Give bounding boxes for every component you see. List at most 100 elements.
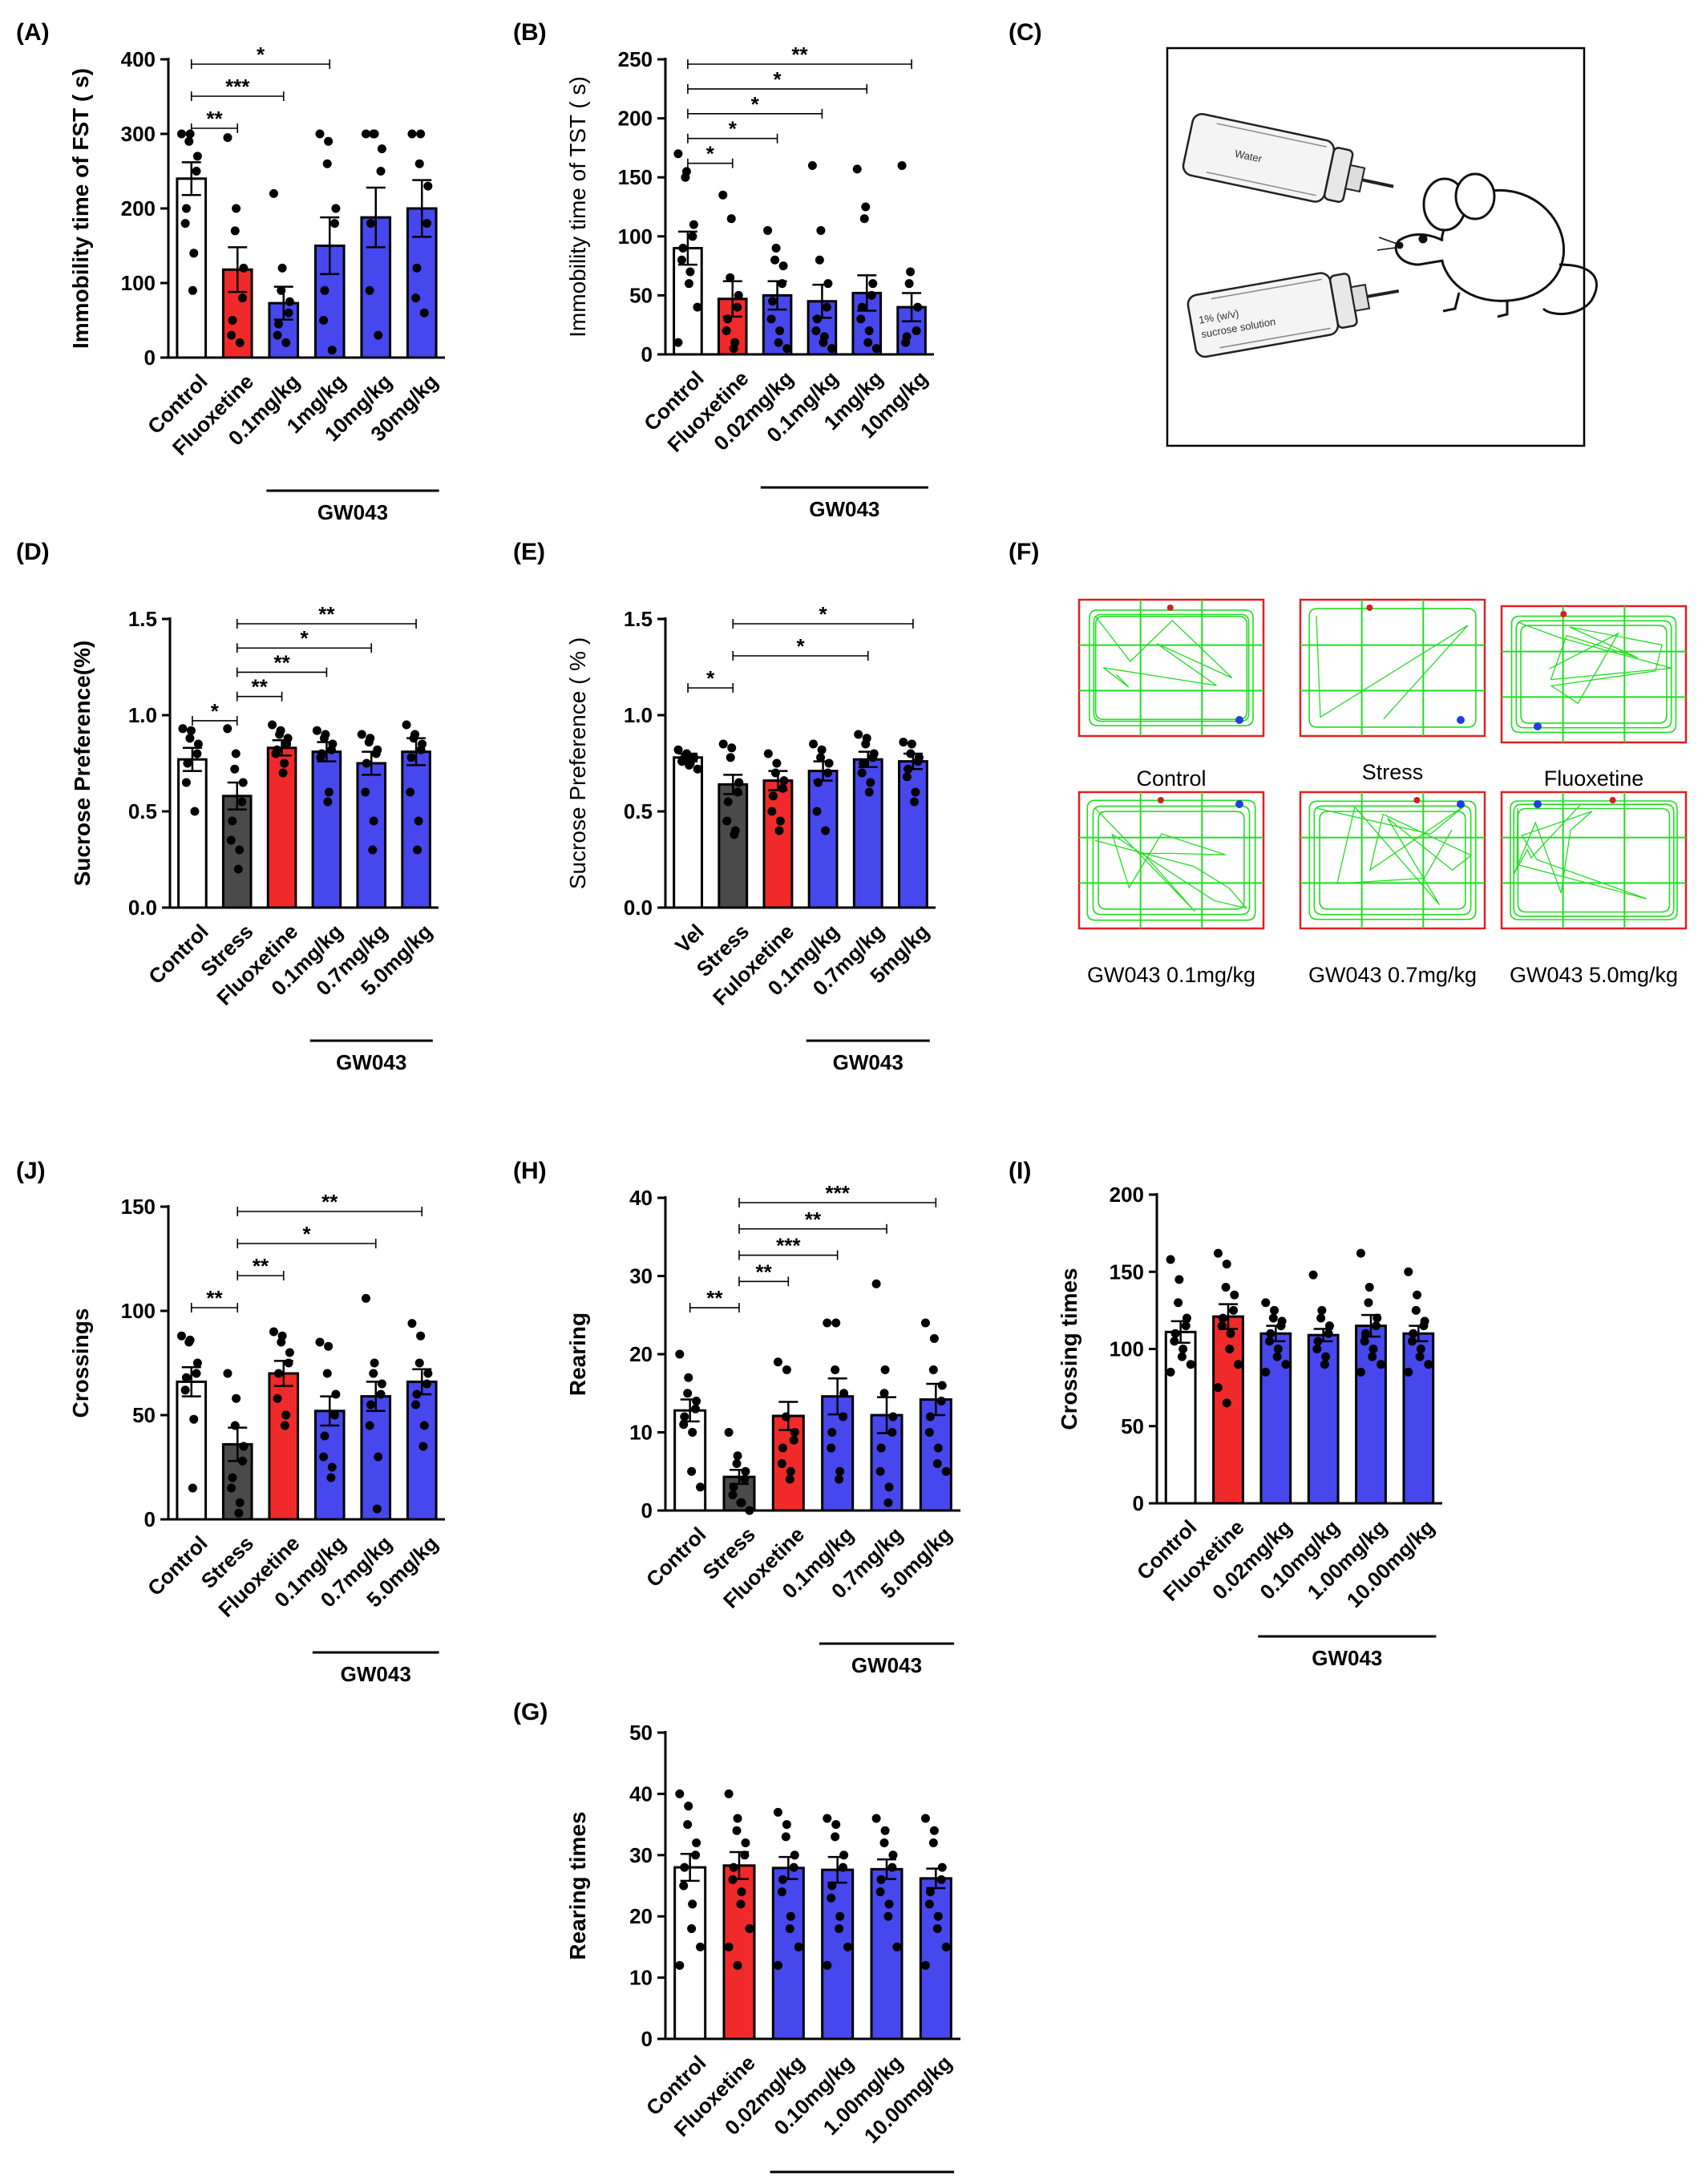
data-point (357, 730, 366, 739)
panel-label: (D) (16, 539, 50, 565)
data-point (369, 129, 378, 139)
data-point (933, 1443, 943, 1453)
data-point (685, 267, 695, 277)
movement-trace (1510, 800, 1678, 920)
data-point (880, 1365, 890, 1374)
data-point (315, 1337, 325, 1347)
data-point (324, 1341, 334, 1351)
y-axis-label: Crossings (68, 1308, 93, 1418)
data-point (835, 1466, 845, 1476)
data-point (854, 730, 863, 739)
bar (176, 1380, 208, 1521)
data-point (680, 1862, 689, 1872)
data-point (920, 1960, 930, 1970)
data-point (1270, 1305, 1280, 1315)
data-point (183, 758, 192, 768)
data-point (1377, 1360, 1386, 1369)
data-point (831, 1318, 841, 1328)
panel-c-frame (1166, 47, 1586, 447)
bar (176, 177, 208, 359)
end-marker (1457, 716, 1465, 724)
data-point (409, 734, 418, 743)
data-point (1409, 1329, 1418, 1338)
bar (673, 1866, 707, 2040)
data-point (897, 160, 907, 170)
arena-caption: Control (1136, 766, 1206, 791)
data-point (1170, 1337, 1179, 1346)
start-marker (1157, 797, 1164, 803)
data-point (238, 293, 248, 303)
data-point (859, 758, 868, 768)
data-point (1213, 1383, 1223, 1393)
data-point (277, 285, 286, 295)
end-marker (1235, 800, 1243, 808)
end-marker (1534, 722, 1542, 730)
data-point (778, 279, 787, 289)
data-point (1273, 1345, 1283, 1353)
movement-trace (1316, 804, 1473, 905)
data-point (861, 739, 871, 749)
data-point (692, 1397, 701, 1405)
start-marker (1166, 605, 1174, 611)
data-point (326, 745, 336, 754)
sig-label: * (751, 92, 760, 116)
data-point (223, 133, 232, 143)
data-point (228, 816, 237, 826)
data-point (734, 290, 743, 300)
sig-label: * (706, 142, 715, 166)
data-point (673, 338, 683, 347)
y-tick-label: 150 (1110, 1260, 1144, 1284)
data-point (775, 326, 785, 336)
data-point (729, 1482, 738, 1492)
data-point (932, 1923, 942, 1933)
data-point (835, 1923, 844, 1933)
data-point (230, 1421, 240, 1430)
data-point (1234, 1360, 1243, 1369)
movement-trace (1089, 609, 1254, 726)
data-point (857, 768, 867, 778)
data-point (176, 1331, 186, 1341)
data-point (732, 1459, 742, 1468)
y-axis-label: Crossing times (1057, 1268, 1081, 1430)
data-point (1364, 1298, 1373, 1308)
data-point (1222, 1260, 1231, 1269)
bar (919, 1398, 952, 1512)
data-point (227, 330, 236, 340)
data-point (693, 302, 702, 312)
data-point (273, 1369, 283, 1378)
data-point (816, 753, 826, 762)
data-point (827, 1443, 836, 1453)
bar (221, 795, 253, 909)
data-point (831, 1365, 840, 1374)
data-point (227, 1483, 236, 1493)
data-point (871, 1814, 881, 1823)
data-point (839, 1862, 848, 1872)
data-point (190, 807, 200, 816)
data-point (729, 1862, 738, 1872)
movement-trace (1086, 799, 1256, 921)
data-point (839, 1389, 849, 1398)
data-point (1356, 1248, 1365, 1258)
data-point (879, 1389, 889, 1398)
data-point (724, 1428, 734, 1437)
data-point (673, 149, 683, 159)
start-marker (1413, 797, 1421, 803)
movement-trace (1308, 800, 1477, 920)
data-point (723, 314, 733, 324)
data-point (407, 1319, 417, 1329)
data-point (680, 1412, 689, 1422)
data-point (369, 1369, 378, 1378)
y-tick-label: 50 (629, 1721, 653, 1745)
data-point (925, 1412, 935, 1422)
sig-label: ** (321, 1190, 338, 1214)
bar (311, 750, 342, 909)
data-point (320, 1431, 329, 1441)
data-point (327, 1462, 337, 1472)
data-point (239, 1442, 249, 1451)
data-point (1404, 1267, 1413, 1276)
data-point (691, 1404, 701, 1414)
data-point (733, 302, 742, 312)
y-tick-label: 100 (121, 1299, 156, 1323)
data-point (230, 226, 240, 236)
